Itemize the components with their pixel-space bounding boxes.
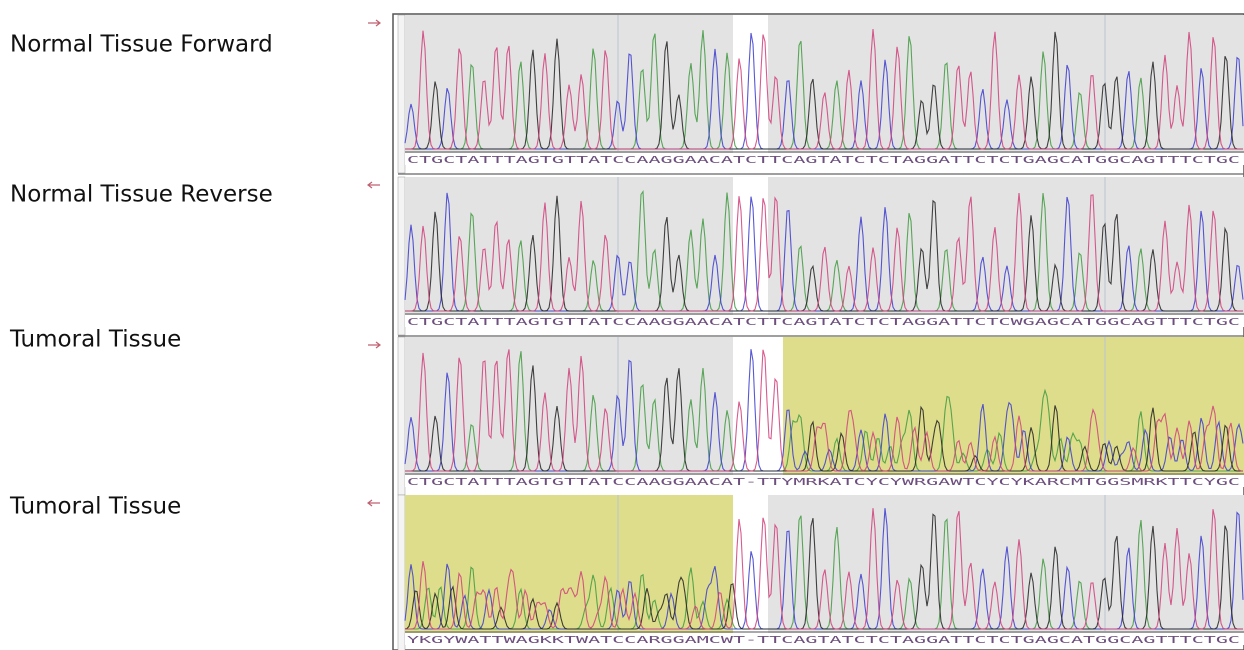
track-label: Tumoral Tissue — [9, 327, 181, 353]
track-label: Tumoral Tissue — [9, 494, 181, 520]
track-left-border — [398, 495, 405, 650]
base-sequence: CTGCTATTTAGTGTTATCCAAGGAACATCTTCAGTATCTC… — [407, 317, 1240, 328]
chromatogram-view: Normal Tissue Forward CTGCTATTTAGTGTTATCC… — [0, 0, 1244, 650]
direction-arrow — [368, 500, 380, 506]
track-region — [733, 495, 768, 641]
base-sequence: YKGYWATTWAGKKTWATCCARGGAMCWT-TTCAGTATCTC… — [407, 635, 1240, 646]
track-region — [768, 177, 1244, 323]
direction-arrow — [368, 20, 380, 26]
page: Normal Tissue Forward CTGCTATTTAGTGTTATCC… — [0, 0, 1244, 650]
direction-arrow — [368, 182, 380, 188]
track-label: Normal Tissue Forward — [10, 32, 273, 58]
base-sequence: CTGCTATTTAGTGTTATCCAAGGAACAT-TTYMRKATCYC… — [407, 477, 1240, 488]
track-label: Normal Tissue Reverse — [10, 182, 273, 208]
track-region — [768, 15, 1244, 161]
direction-arrow — [368, 342, 380, 348]
track-left-border — [398, 177, 405, 335]
base-sequence: CTGCTATTTAGTGTTATCCAAGGAACATCTTCAGTATCTC… — [407, 155, 1240, 166]
track-left-border — [398, 15, 405, 173]
track-left-border — [398, 337, 405, 495]
